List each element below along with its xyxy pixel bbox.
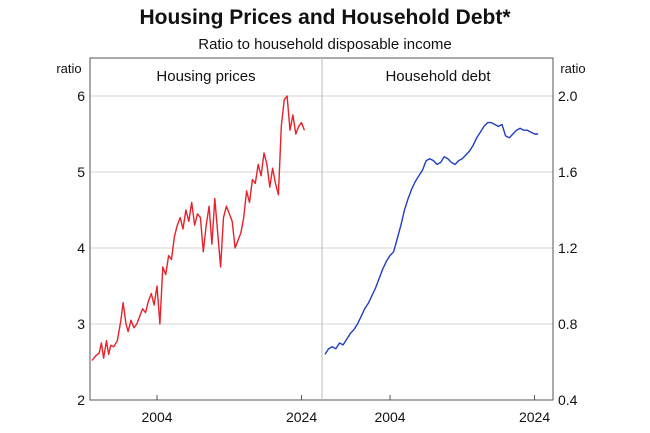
x-tick-label: 2024 xyxy=(519,409,550,425)
panel-housing-prices: Housing prices ratio xyxy=(56,61,255,85)
right-axis-label: ratio xyxy=(560,61,585,76)
x-tick-label: 2004 xyxy=(374,409,405,425)
y-tick-label-left: 3 xyxy=(77,316,85,332)
y-tick-label-right: 0.8 xyxy=(558,316,578,332)
chart-subtitle: Ratio to household disposable income xyxy=(198,36,452,53)
panel-title-household-debt: Household debt xyxy=(385,68,491,85)
series-line-household-debt xyxy=(324,121,539,355)
y-tick-label-right: 1.6 xyxy=(558,164,578,180)
y-tick-label-right: 2.0 xyxy=(558,88,578,104)
panel-household-debt: Household debt ratio xyxy=(385,61,585,85)
plot-frame xyxy=(89,57,554,401)
y-tick-label-left: 6 xyxy=(77,88,85,104)
series-lines xyxy=(91,95,539,361)
x-tick-label: 2024 xyxy=(286,409,317,425)
y-tick-label-right: 0.4 xyxy=(558,392,578,408)
left-axis-label: ratio xyxy=(56,61,81,76)
panel-title-housing-prices: Housing prices xyxy=(156,68,255,85)
y-tick-label-left: 5 xyxy=(77,164,85,180)
chart-title: Housing Prices and Household Debt* xyxy=(139,6,511,29)
x-tick-label: 2004 xyxy=(141,409,172,425)
y-tick-label-left: 4 xyxy=(77,240,85,256)
series-line-housing-prices xyxy=(91,95,306,361)
y-tick-label-left: 2 xyxy=(77,392,85,408)
tick-labels: 2 3 4 5 6 2004 2024 0.4 0.8 1.2 1.6 2.0 2004 2024 xyxy=(77,88,577,425)
y-tick-label-right: 1.2 xyxy=(558,240,578,256)
